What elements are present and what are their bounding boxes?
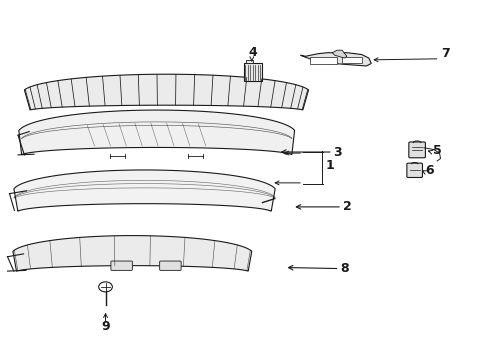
FancyBboxPatch shape	[406, 163, 422, 177]
FancyBboxPatch shape	[408, 142, 425, 158]
Text: 6: 6	[425, 164, 433, 177]
Polygon shape	[14, 170, 275, 211]
Polygon shape	[13, 235, 251, 271]
Text: 8: 8	[340, 262, 348, 275]
FancyBboxPatch shape	[243, 63, 262, 81]
Polygon shape	[24, 74, 308, 110]
Circle shape	[99, 282, 112, 292]
Text: 3: 3	[332, 145, 341, 158]
Text: 2: 2	[342, 201, 350, 213]
FancyBboxPatch shape	[245, 60, 253, 63]
Text: 4: 4	[248, 46, 257, 59]
Polygon shape	[300, 53, 370, 66]
FancyBboxPatch shape	[159, 261, 181, 270]
Text: 9: 9	[101, 320, 110, 333]
Text: 7: 7	[440, 48, 449, 60]
FancyBboxPatch shape	[341, 57, 361, 63]
FancyBboxPatch shape	[310, 57, 336, 64]
FancyBboxPatch shape	[111, 261, 132, 270]
Polygon shape	[19, 110, 294, 154]
Text: 1: 1	[325, 159, 333, 172]
Text: 5: 5	[432, 144, 441, 157]
Polygon shape	[331, 50, 346, 58]
